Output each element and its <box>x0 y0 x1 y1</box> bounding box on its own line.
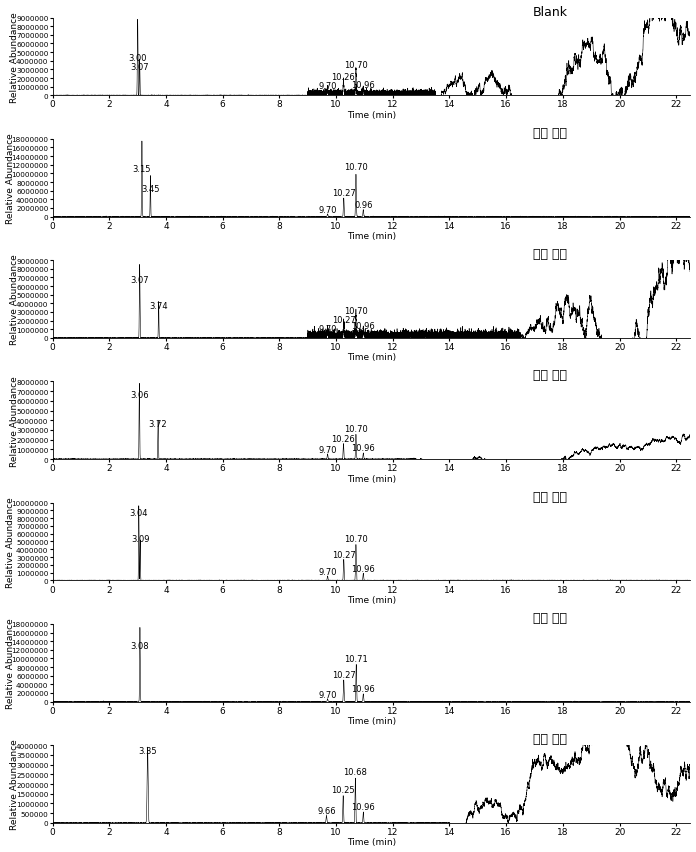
Text: 10.70: 10.70 <box>344 163 367 172</box>
Text: 10.71: 10.71 <box>345 654 368 663</box>
Text: 10.70: 10.70 <box>344 534 367 544</box>
Text: 10.25: 10.25 <box>331 785 355 794</box>
X-axis label: Time (min): Time (min) <box>347 474 396 483</box>
Title: 용연 원수: 용연 원수 <box>533 369 567 382</box>
Text: 10.27: 10.27 <box>332 188 356 198</box>
X-axis label: Time (min): Time (min) <box>347 232 396 241</box>
Text: 10.96: 10.96 <box>351 322 375 331</box>
Text: 3.07: 3.07 <box>130 276 149 285</box>
Text: 9.70: 9.70 <box>318 205 337 215</box>
Text: 10.96: 10.96 <box>351 444 375 452</box>
Y-axis label: Relative Abundance: Relative Abundance <box>10 739 19 829</box>
Text: 9.70: 9.70 <box>318 82 337 90</box>
Title: 각화 정수: 각화 정수 <box>533 490 567 503</box>
X-axis label: Time (min): Time (min) <box>347 111 396 120</box>
Text: 3.74: 3.74 <box>150 302 168 311</box>
Text: 10.96: 10.96 <box>351 684 375 694</box>
Text: 9.70: 9.70 <box>318 690 337 699</box>
Title: 각화 원수: 각화 원수 <box>533 127 567 140</box>
Text: 10.27: 10.27 <box>332 315 356 325</box>
Y-axis label: Relative Abundance: Relative Abundance <box>10 12 19 103</box>
Text: 10.96: 10.96 <box>351 564 375 573</box>
X-axis label: Time (min): Time (min) <box>347 353 396 362</box>
Text: 3.04: 3.04 <box>129 508 148 517</box>
X-axis label: Time (min): Time (min) <box>347 717 396 725</box>
Text: 3.00: 3.00 <box>128 55 147 63</box>
Title: 덕남 정수: 덕남 정수 <box>533 611 567 625</box>
Text: 10.27: 10.27 <box>332 550 356 559</box>
Text: 9.66: 9.66 <box>317 806 335 815</box>
Text: 0.96: 0.96 <box>354 200 372 210</box>
X-axis label: Time (min): Time (min) <box>347 596 396 604</box>
Text: 10.96: 10.96 <box>351 81 375 89</box>
Text: 3.08: 3.08 <box>131 641 149 650</box>
Y-axis label: Relative Abundance: Relative Abundance <box>6 618 15 708</box>
Text: 9.70: 9.70 <box>318 567 337 576</box>
Text: 3.09: 3.09 <box>131 534 150 544</box>
Text: 3.45: 3.45 <box>141 185 159 193</box>
Title: 용연 정수: 용연 정수 <box>533 732 567 746</box>
Text: 10.68: 10.68 <box>343 768 367 776</box>
Text: 3.07: 3.07 <box>130 63 149 72</box>
Title: 덕남 원수: 덕남 원수 <box>533 248 567 261</box>
Text: 10.70: 10.70 <box>344 424 367 434</box>
Text: 3.35: 3.35 <box>139 746 157 755</box>
Text: 3.06: 3.06 <box>130 390 149 400</box>
Text: 3.15: 3.15 <box>133 164 151 173</box>
Y-axis label: Relative Abundance: Relative Abundance <box>6 497 15 587</box>
Text: 10.70: 10.70 <box>344 306 367 315</box>
Text: 10.26: 10.26 <box>331 434 356 443</box>
Text: 3.72: 3.72 <box>149 419 167 429</box>
Text: 10.70: 10.70 <box>344 61 367 71</box>
Y-axis label: Relative Abundance: Relative Abundance <box>10 376 19 466</box>
Text: 10.27: 10.27 <box>332 671 356 679</box>
Title: Blank: Blank <box>532 6 568 19</box>
Text: 9.70: 9.70 <box>318 325 337 333</box>
Y-axis label: Relative Abundance: Relative Abundance <box>10 254 19 345</box>
Text: 9.70: 9.70 <box>318 446 337 454</box>
Y-axis label: Relative Abundance: Relative Abundance <box>6 133 15 224</box>
Text: 10.96: 10.96 <box>351 803 375 811</box>
Text: 10.26: 10.26 <box>331 72 356 82</box>
X-axis label: Time (min): Time (min) <box>347 838 396 846</box>
